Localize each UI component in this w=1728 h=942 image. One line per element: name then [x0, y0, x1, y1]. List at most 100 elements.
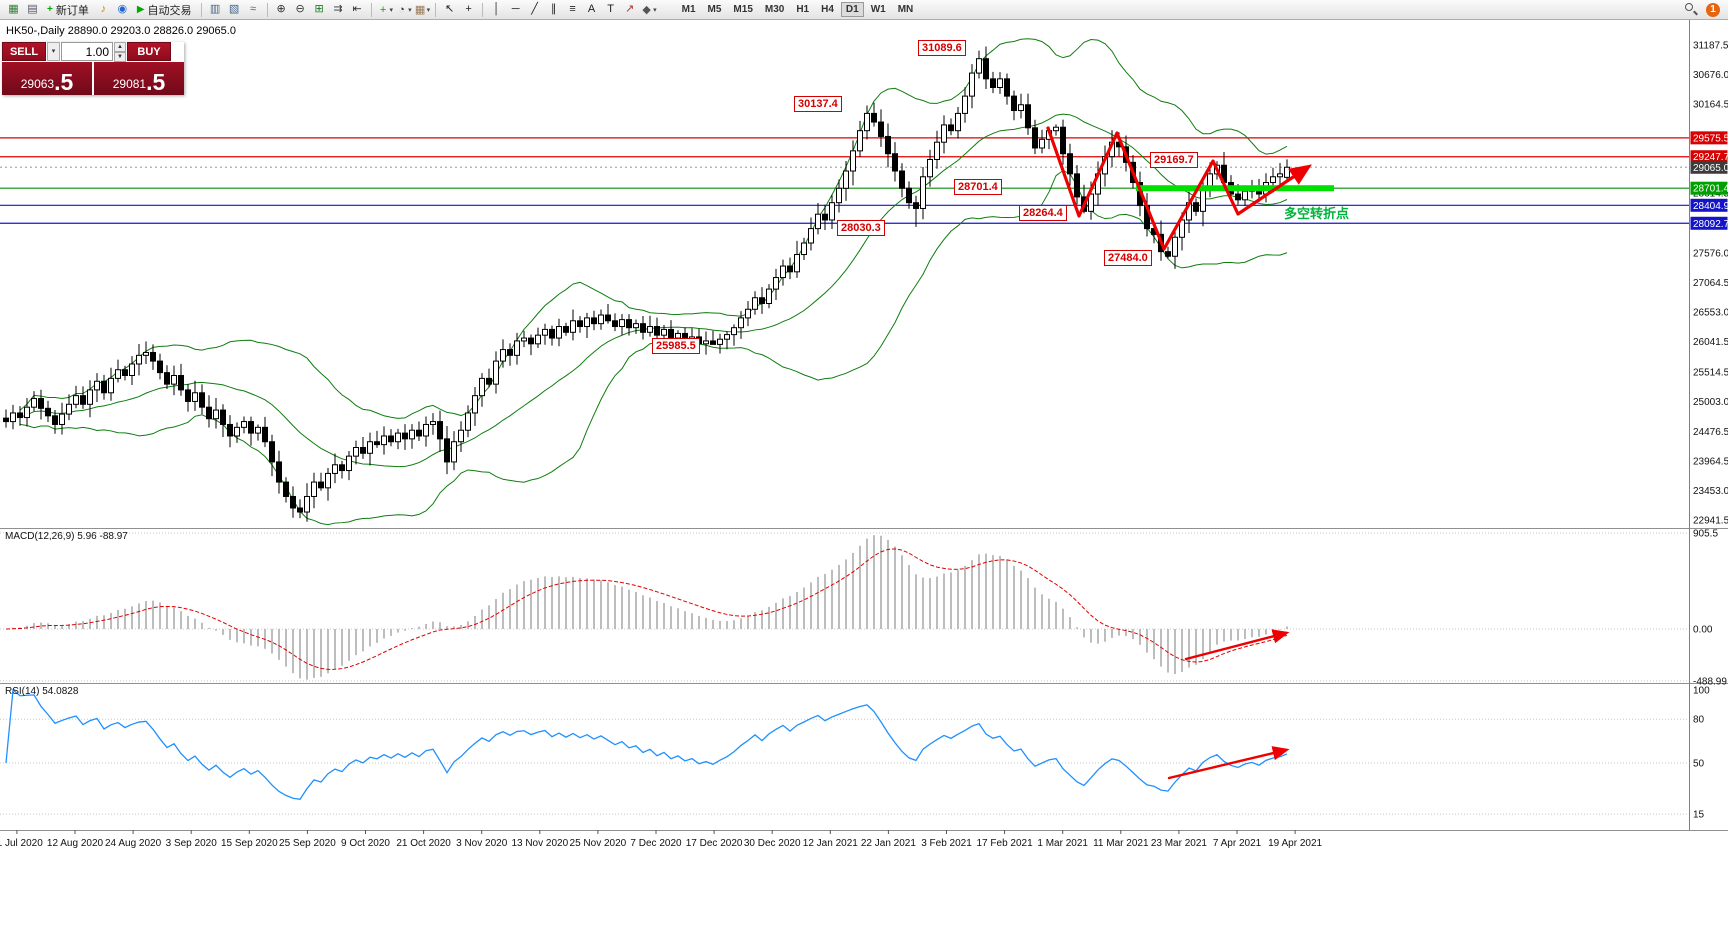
svg-text:7 Dec 2020: 7 Dec 2020 [630, 838, 682, 849]
sound-alert-icon[interactable]: ♪ [100, 2, 107, 15]
chart-shift-icon[interactable]: ⇤ [352, 2, 362, 15]
timeframe-mn[interactable]: MN [897, 4, 914, 15]
volume-dropdown[interactable]: ▾ [47, 42, 60, 61]
price-annotation: 25985.5 [652, 338, 700, 354]
svg-text:30 Dec 2020: 30 Dec 2020 [744, 838, 801, 849]
buy-price-main: 29081 [112, 77, 147, 91]
equidistant-channel-icon[interactable]: ∥ [550, 2, 557, 15]
auto-trading-button[interactable]: ▶ 自动交易 [136, 4, 192, 17]
timeframe-h4[interactable]: H4 [821, 4, 834, 15]
horizontal-line-icon[interactable]: ─ [511, 2, 520, 15]
price-annotation: 28264.4 [1019, 205, 1067, 221]
periods-dropdown[interactable]: ◔ ▾ [398, 3, 412, 16]
main-trend-arrow [1046, 126, 1312, 251]
svg-text:25514.5: 25514.5 [1693, 367, 1728, 378]
svg-text:15: 15 [1693, 810, 1705, 821]
notification-badge[interactable]: 1 [1706, 2, 1720, 17]
buy-price-big: .5 [146, 69, 166, 96]
timeframe-m5[interactable]: M5 [707, 4, 722, 15]
svg-text:905.5: 905.5 [1693, 529, 1718, 540]
crosshair-icon[interactable]: + [465, 2, 472, 15]
chart-window-icon[interactable]: ▤ [27, 2, 38, 15]
rsi-indicator-label: RSI(14) 54.0828 [5, 686, 79, 697]
auto-scroll-icon[interactable]: ⇉ [333, 2, 343, 15]
text-icon[interactable]: A [587, 2, 596, 15]
price-annotation: 30137.4 [794, 96, 842, 112]
chart-area[interactable]: 31187.530676.030164.528614.527576.027064… [0, 20, 1728, 942]
svg-text:-488.99: -488.99 [1693, 676, 1727, 687]
shapes-dropdown[interactable]: ◆ ▾ [642, 4, 657, 16]
svg-text:22 Jan 2021: 22 Jan 2021 [861, 838, 916, 849]
svg-text:24476.5: 24476.5 [1693, 427, 1728, 438]
timeframe-w1[interactable]: W1 [870, 4, 886, 15]
svg-text:15 Sep 2020: 15 Sep 2020 [221, 838, 278, 849]
price-annotation: 29169.7 [1150, 152, 1198, 168]
buy-button[interactable]: BUY [127, 42, 171, 61]
horizontal-level-lines [0, 137, 1689, 224]
indicators-dropdown[interactable]: + ▾ [379, 3, 394, 16]
svg-text:27064.5: 27064.5 [1693, 278, 1728, 289]
timeframe-d1[interactable]: D1 [840, 2, 864, 17]
svg-text:1 Mar 2021: 1 Mar 2021 [1037, 838, 1088, 849]
svg-text:21 Oct 2020: 21 Oct 2020 [396, 838, 451, 849]
bollinger-bands [19, 38, 1288, 526]
chart-tile-icon[interactable]: ▦ [8, 2, 19, 15]
svg-text:11 Mar 2021: 11 Mar 2021 [1093, 838, 1149, 849]
svg-text:29247.7: 29247.7 [1693, 152, 1728, 163]
cursor-icon[interactable]: ↖ [444, 2, 455, 15]
svg-text:13 Nov 2020: 13 Nov 2020 [511, 838, 568, 849]
chart-canvas[interactable]: 31187.530676.030164.528614.527576.027064… [0, 20, 1728, 942]
candlestick-chart-icon[interactable]: ▧ [228, 2, 240, 15]
svg-text:31187.5: 31187.5 [1693, 41, 1728, 52]
zoom-in-icon[interactable]: ⊕ [276, 2, 286, 15]
new-order-button[interactable]: + 新订单 [47, 4, 89, 17]
svg-text:19 Apr 2021: 19 Apr 2021 [1268, 838, 1322, 849]
sell-price-main: 29063 [20, 77, 55, 91]
svg-text:28404.9: 28404.9 [1693, 201, 1728, 212]
sell-button[interactable]: SELL [2, 42, 46, 61]
svg-text:50: 50 [1693, 759, 1705, 770]
text-label-icon[interactable]: T [607, 2, 614, 15]
timeframe-m30[interactable]: M30 [764, 4, 785, 15]
chart-frame [0, 20, 1728, 831]
tile-windows-icon[interactable]: ⊞ [314, 2, 324, 15]
macd-trend-arrow [1184, 629, 1290, 661]
line-chart-icon[interactable]: ≈ [250, 2, 257, 15]
trade-panel-prices: 29063.5 29081.5 [2, 62, 184, 95]
candlesticks [3, 46, 1290, 522]
fibonacci-icon[interactable]: ≡ [569, 2, 576, 15]
svg-text:12 Aug 2020: 12 Aug 2020 [47, 838, 104, 849]
toolbar: ▦ ▤ + 新订单 ♪ ◉ ▶ 自动交易 ▥ ▧ ≈ ⊕ ⊖ ⊞ ⇉ ⇤ + ▾ ◔ ▾ ▦ ▾ ↖ + │ ─ ╱ ∥ ≡ A T ↗ ◆ ▾ M… [0, 0, 1728, 20]
svg-text:30164.5: 30164.5 [1693, 99, 1728, 110]
svg-text:27576.0: 27576.0 [1693, 249, 1728, 260]
volume-stepper[interactable]: ▲ ▼ [114, 42, 126, 62]
toolbar-separator [266, 2, 268, 17]
macd-pane [0, 532, 1689, 682]
search-icon[interactable] [1684, 2, 1699, 17]
volume-input[interactable] [61, 42, 113, 61]
buy-price[interactable]: 29081.5 [94, 62, 184, 95]
zoom-out-icon[interactable]: ⊖ [295, 2, 305, 15]
price-annotation: 27484.0 [1104, 250, 1152, 266]
timeframe-m15[interactable]: M15 [733, 4, 753, 15]
timeframe-h1[interactable]: H1 [796, 4, 810, 15]
rsi-pane [0, 688, 1689, 815]
community-icon[interactable]: ◉ [117, 2, 128, 15]
trendline-icon[interactable]: ╱ [531, 2, 538, 15]
svg-text:7 Apr 2021: 7 Apr 2021 [1213, 838, 1262, 849]
price-annotation: 28701.4 [954, 179, 1002, 195]
timeframe-m1[interactable]: M1 [681, 4, 696, 15]
svg-text:23964.5: 23964.5 [1693, 457, 1728, 468]
support-bar [1136, 185, 1334, 192]
macd-indicator-label: MACD(12,26,9) 5.96 -88.97 [5, 531, 128, 542]
toolbar-separator [370, 2, 372, 17]
vertical-line-icon[interactable]: │ [493, 2, 501, 15]
sell-price[interactable]: 29063.5 [2, 62, 92, 95]
templates-dropdown[interactable]: ▦ ▾ [414, 4, 431, 16]
svg-text:28701.4: 28701.4 [1693, 184, 1728, 195]
bar-chart-icon[interactable]: ▥ [209, 2, 221, 15]
arrows-icon[interactable]: ↗ [624, 2, 635, 15]
sell-price-big: .5 [54, 69, 74, 96]
